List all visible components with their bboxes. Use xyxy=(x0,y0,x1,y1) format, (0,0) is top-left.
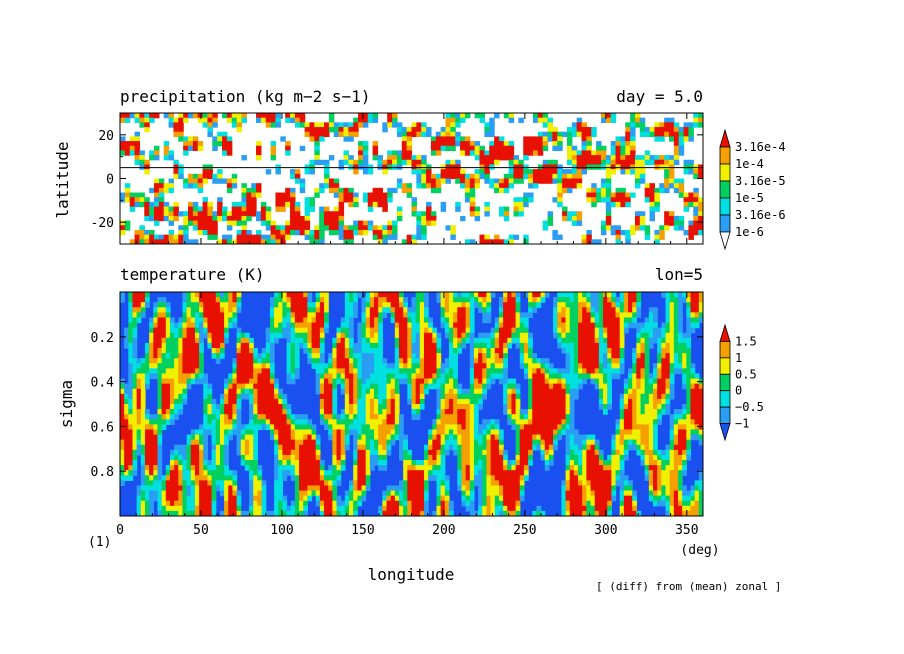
temperature-y-tick-label: 0.4 xyxy=(91,376,115,391)
x-tick-label: 250 xyxy=(513,523,536,538)
x-tick-label: 0 xyxy=(116,523,124,538)
precip-colorbar-swatch xyxy=(719,214,731,233)
temperature-lon-annotation: lon=5 xyxy=(655,265,703,284)
temperature-y-tick-label: 0.8 xyxy=(91,465,114,480)
x-tick-label: 350 xyxy=(675,523,698,538)
temperature-colorbar: 1.5 1 0.5 0 −0.5 −1 xyxy=(719,323,764,442)
footer-note: [ (diff) from (mean) zonal ] xyxy=(596,580,781,593)
precip-colorbar: 3.16e-4 1e-4 3.16e-5 1e-5 3.16e-6 1e-6 xyxy=(719,128,786,251)
precip-y-axis: 20 0 -20 xyxy=(91,129,703,231)
temperature-colorbar-arrow-top xyxy=(719,323,731,342)
precip-colorbar-swatch xyxy=(719,180,731,199)
temperature-title: temperature (K) xyxy=(120,265,265,284)
x-tick-label: 50 xyxy=(193,523,209,538)
x-axis-unit: (deg) xyxy=(680,543,719,558)
precip-y-tick-label: 20 xyxy=(98,129,114,144)
precip-colorbar-label: 1e-6 xyxy=(735,225,764,239)
precip-day-annotation: day = 5.0 xyxy=(616,87,703,106)
x-tick-label: 300 xyxy=(594,523,617,538)
x-tick-label: 200 xyxy=(432,523,455,538)
temperature-x-axis: 0 50 100 150 200 250 300 350 xyxy=(116,292,699,538)
precip-colorbar-arrow-top xyxy=(719,128,731,148)
temperature-colorbar-label: −0.5 xyxy=(735,400,764,414)
precip-y-tick-label: -20 xyxy=(91,216,114,231)
temperature-y-tick-label: 0.6 xyxy=(91,420,114,435)
temperature-colorbar-label: −1 xyxy=(735,417,749,431)
precip-y-label: latitude xyxy=(53,141,72,218)
precip-colorbar-label: 3.16e-6 xyxy=(735,208,786,222)
precip-colorbar-swatch xyxy=(719,163,731,182)
temperature-colorbar-swatch xyxy=(719,373,731,392)
precip-title: precipitation (kg m−2 s−1) xyxy=(120,87,370,106)
temperature-panel: temperature (K) lon=5 0.20.40.60.8 0 50 10… xyxy=(57,265,764,584)
temperature-y-label: sigma xyxy=(57,380,76,428)
temperature-colorbar-arrow-bottom xyxy=(719,423,731,442)
precip-colorbar-label: 3.16e-5 xyxy=(735,174,786,188)
x-axis-label: longitude xyxy=(368,565,455,584)
temperature-colorbar-swatch xyxy=(719,390,731,408)
temperature-y-tick-label: 0.2 xyxy=(91,331,114,346)
temperature-colorbar-swatch xyxy=(719,341,731,359)
precip-y-tick-label: 0 xyxy=(106,173,114,188)
precip-colorbar-label: 1e-4 xyxy=(735,157,764,171)
x-tick-label: 150 xyxy=(351,523,374,538)
precip-colorbar-swatch xyxy=(719,146,731,165)
temperature-colorbar-label: 0.5 xyxy=(735,367,757,381)
x-tick-label: 100 xyxy=(270,523,293,538)
frame-number-label: (1) xyxy=(88,535,111,550)
temperature-colorbar-label: 0 xyxy=(735,384,742,398)
temperature-colorbar-swatch xyxy=(719,357,731,375)
temperature-colorbar-label: 1 xyxy=(735,351,742,365)
temperature-y-axis: 0.2 0.4 0.6 0.8 xyxy=(91,331,703,480)
temperature-field xyxy=(120,292,703,516)
precip-panel: precipitation (kg m−2 s−1) day = 5.0 20 0… xyxy=(53,87,786,251)
precip-colorbar-swatch xyxy=(719,197,731,216)
precip-x-ticks xyxy=(119,113,688,244)
temperature-colorbar-swatch xyxy=(719,406,731,424)
temperature-colorbar-label: 1.5 xyxy=(735,334,757,348)
precip-colorbar-label: 3.16e-4 xyxy=(735,140,786,154)
precip-colorbar-arrow-bottom xyxy=(719,231,731,251)
precip-colorbar-label: 1e-5 xyxy=(735,191,764,205)
